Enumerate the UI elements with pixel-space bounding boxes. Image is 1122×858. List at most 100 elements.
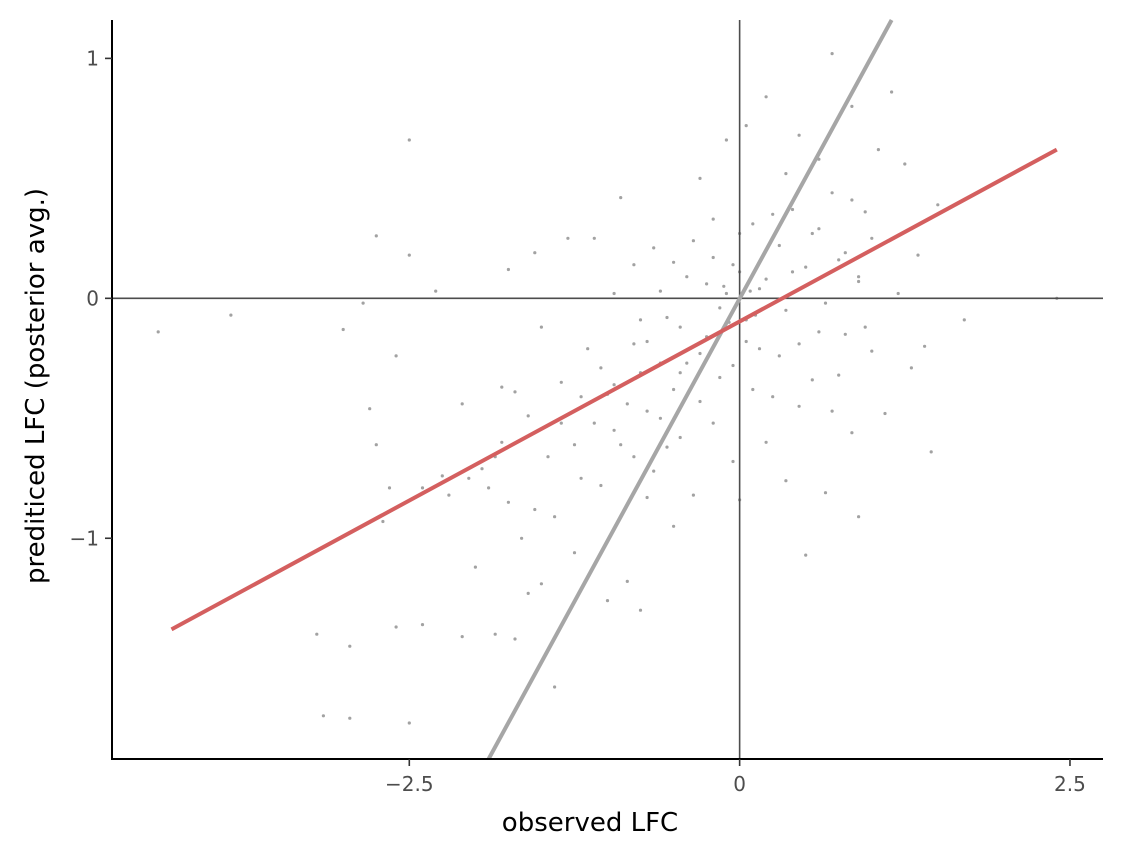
data-point [156,330,160,334]
data-point [513,390,517,394]
data-point [797,404,801,408]
data-point [718,306,722,310]
data-point [638,608,643,612]
data-point [790,207,795,212]
data-point [790,270,795,274]
data-point [566,236,570,240]
data-point [658,416,663,420]
data-point [810,231,814,236]
data-point [698,351,702,356]
x-tick-label: −2.5 [385,772,434,796]
regression-line [170,147,1058,632]
data-point [420,623,425,627]
data-point [857,275,861,279]
data-point [936,203,940,207]
data-point [672,524,676,528]
data-point [394,354,398,358]
data-point [817,330,821,334]
data-point [744,124,748,128]
data-point [533,507,537,512]
data-point [757,347,762,351]
data-point [718,375,722,380]
data-point [909,366,914,370]
x-axis-title: observed LFC [502,808,678,838]
data-point [724,291,729,296]
data-point [440,474,444,478]
data-point [513,637,517,641]
data-point [506,267,510,272]
data-point [711,217,715,221]
data-point [797,342,801,346]
data-point [579,476,583,480]
data-point [705,282,709,286]
data-point [559,421,563,425]
y-tick-label: 1 [86,46,99,70]
data-point [572,551,577,555]
data-point [870,349,874,353]
data-point [652,246,656,250]
data-point [539,325,544,329]
reference-lines [112,20,1103,759]
data-point [890,90,894,94]
y-tick-label: −1 [70,526,99,550]
data-point [460,635,464,639]
data-point [883,411,887,416]
data-point [830,52,834,56]
data-point [407,253,411,257]
data-point [817,227,821,231]
y-axis-title: prediticed LFC (posterior avg.) [21,188,51,584]
data-point [526,591,530,596]
data-point [480,467,484,471]
data-point [837,258,841,262]
data-point [361,301,365,305]
data-point [665,315,669,320]
data-point [757,287,762,291]
data-point [625,402,629,406]
data-point [493,632,497,636]
identity-like-line [486,19,894,760]
data-point [691,239,696,243]
data-point [619,196,623,200]
data-point [797,133,801,137]
data-point [348,716,352,720]
data-point [731,263,735,267]
data-point [632,263,636,267]
data-point [777,243,781,248]
data-point [698,399,702,404]
data-point [962,318,966,322]
data-point [804,553,808,557]
data-point [632,455,636,459]
data-point [559,380,563,384]
data-point [473,565,477,569]
data-point [771,212,775,216]
data-point [487,486,491,490]
data-point [863,210,867,214]
data-point [579,395,583,399]
x-tick-label: 0 [733,772,746,796]
data-point [645,409,649,413]
data-point [381,519,385,524]
data-point [678,325,682,329]
data-point [619,443,623,447]
data-point [407,138,411,142]
data-point [784,308,788,312]
data-point [592,236,596,240]
x-tick-label: 2.5 [1054,772,1086,796]
data-point [903,162,907,166]
data-point [420,486,425,490]
data-point [612,383,616,387]
data-point [691,493,696,497]
data-point [748,289,752,293]
data-point [605,599,610,603]
data-point [857,515,861,519]
data-point [394,625,398,629]
data-point [658,289,663,293]
data-point [850,431,854,435]
data-point [368,407,372,411]
data-point [784,172,788,176]
data-point [722,284,726,288]
data-point [857,279,861,284]
data-point [672,260,676,264]
data-point [711,421,715,425]
data-point [823,301,828,305]
